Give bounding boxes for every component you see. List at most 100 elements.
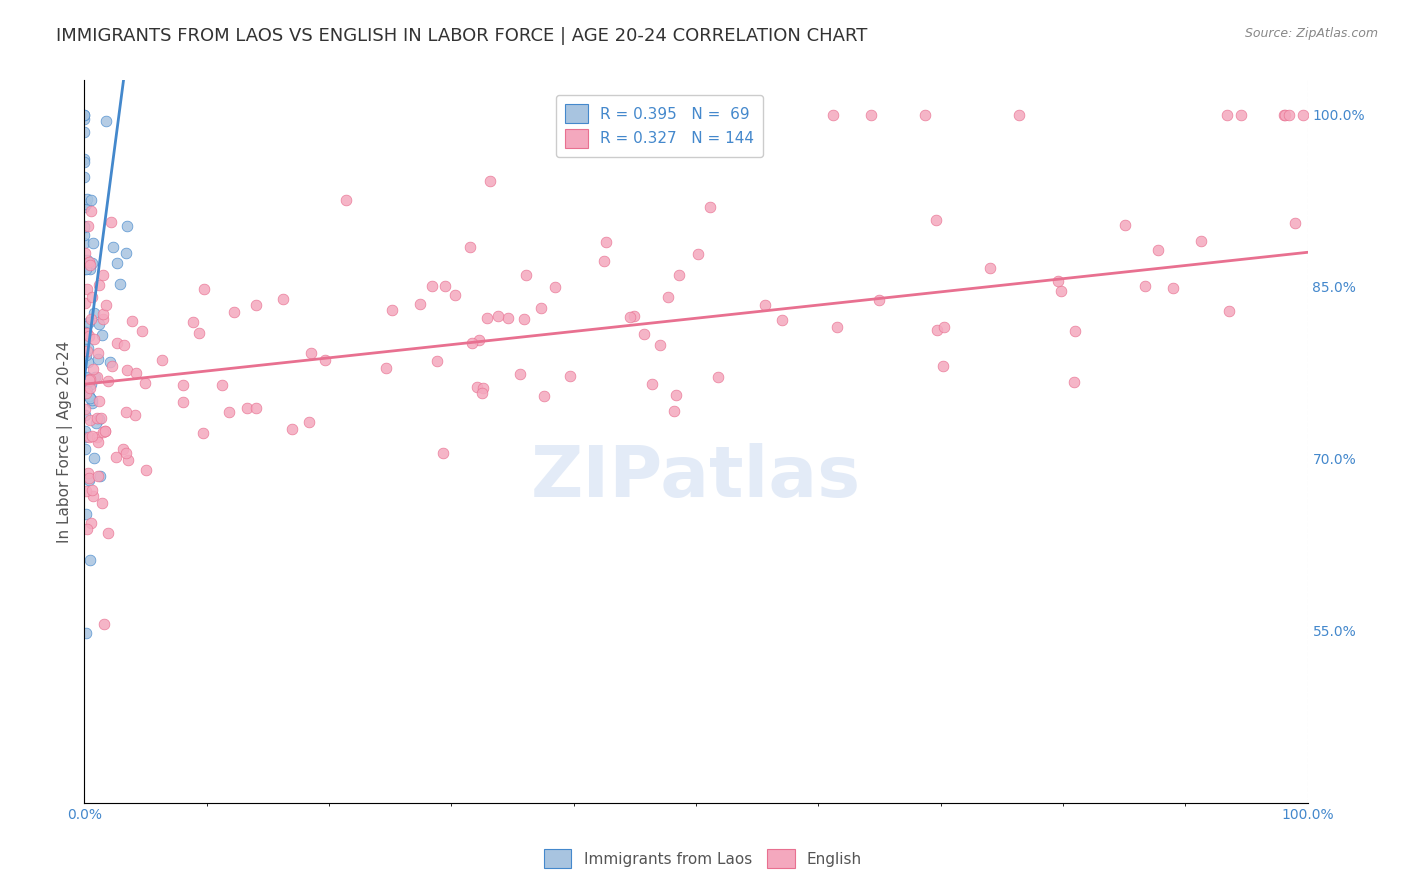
Point [420,279,443,293]
Point [91,268,114,282]
Point [75,257,97,271]
Point [80,483,103,498]
Point [75,402,97,417]
Point [73,219,96,233]
Point [79,258,101,272]
Point [472,381,495,395]
Point [73,258,96,272]
Point [84,370,107,384]
Point [112,338,135,352]
Point [770,313,793,327]
Point [80,429,103,443]
Point [124,408,146,422]
Point [75,507,97,521]
Point [925,323,948,337]
Point [101,359,124,374]
Point [496,310,519,325]
Point [134,376,156,391]
Point [76,369,98,384]
Point [103,240,125,254]
Point [79,389,101,403]
Point [188,326,211,340]
Point [97,374,120,388]
Point [73,262,96,277]
Point [530,301,553,316]
Point [73,325,96,339]
Point [75,425,97,439]
Point [115,219,138,233]
Point [75,320,97,334]
Point [471,386,494,401]
Point [83,451,105,466]
Point [77,355,100,369]
Point [75,483,97,498]
Point [76,259,98,273]
Point [77,471,100,485]
Point [925,212,948,227]
Point [90,495,112,509]
Point [633,326,655,341]
Point [1063,376,1085,390]
Point [150,352,173,367]
Point [76,252,98,267]
Point [513,312,536,326]
Point [73,370,96,384]
Point [82,393,104,408]
Point [211,378,233,392]
Point [100,214,122,228]
Point [859,108,882,122]
Point [77,473,100,487]
Point [98,355,121,369]
Point [77,342,100,356]
Point [1278,108,1301,122]
Point [218,405,240,419]
Point [77,219,100,233]
Point [84,416,107,430]
Point [1046,274,1069,288]
Point [79,553,101,567]
Point [79,381,101,395]
Point [73,227,96,242]
Point [104,450,127,465]
Point [125,367,148,381]
Point [468,333,491,347]
Point [668,268,690,282]
Legend: R = 0.395   N =  69, R = 0.327   N = 144: R = 0.395 N = 69, R = 0.327 N = 144 [555,95,763,157]
Point [181,315,204,329]
Point [79,373,101,387]
Point [657,290,679,304]
Point [80,376,103,391]
Point [619,310,641,324]
Point [699,200,721,214]
Point [76,384,98,398]
Point [592,254,614,268]
Point [75,408,97,422]
Point [73,108,96,122]
Point [135,463,157,477]
Point [76,343,98,358]
Point [82,290,104,304]
Point [115,405,138,419]
Point [73,154,96,169]
Point [1218,304,1240,318]
Point [298,415,321,429]
Point [432,446,454,460]
Point [426,354,449,368]
Point [75,385,97,400]
Point [94,298,117,312]
Point [76,283,98,297]
Point [821,108,844,122]
Point [94,424,117,438]
Point [76,522,98,536]
Point [96,114,118,128]
Text: ZIPatlas: ZIPatlas [531,443,860,512]
Point [79,329,101,343]
Point [82,362,104,376]
Point [193,425,215,440]
Point [515,268,537,282]
Point [89,278,111,293]
Point [89,394,111,409]
Point [93,307,115,321]
Point [73,153,96,167]
Point [73,125,96,139]
